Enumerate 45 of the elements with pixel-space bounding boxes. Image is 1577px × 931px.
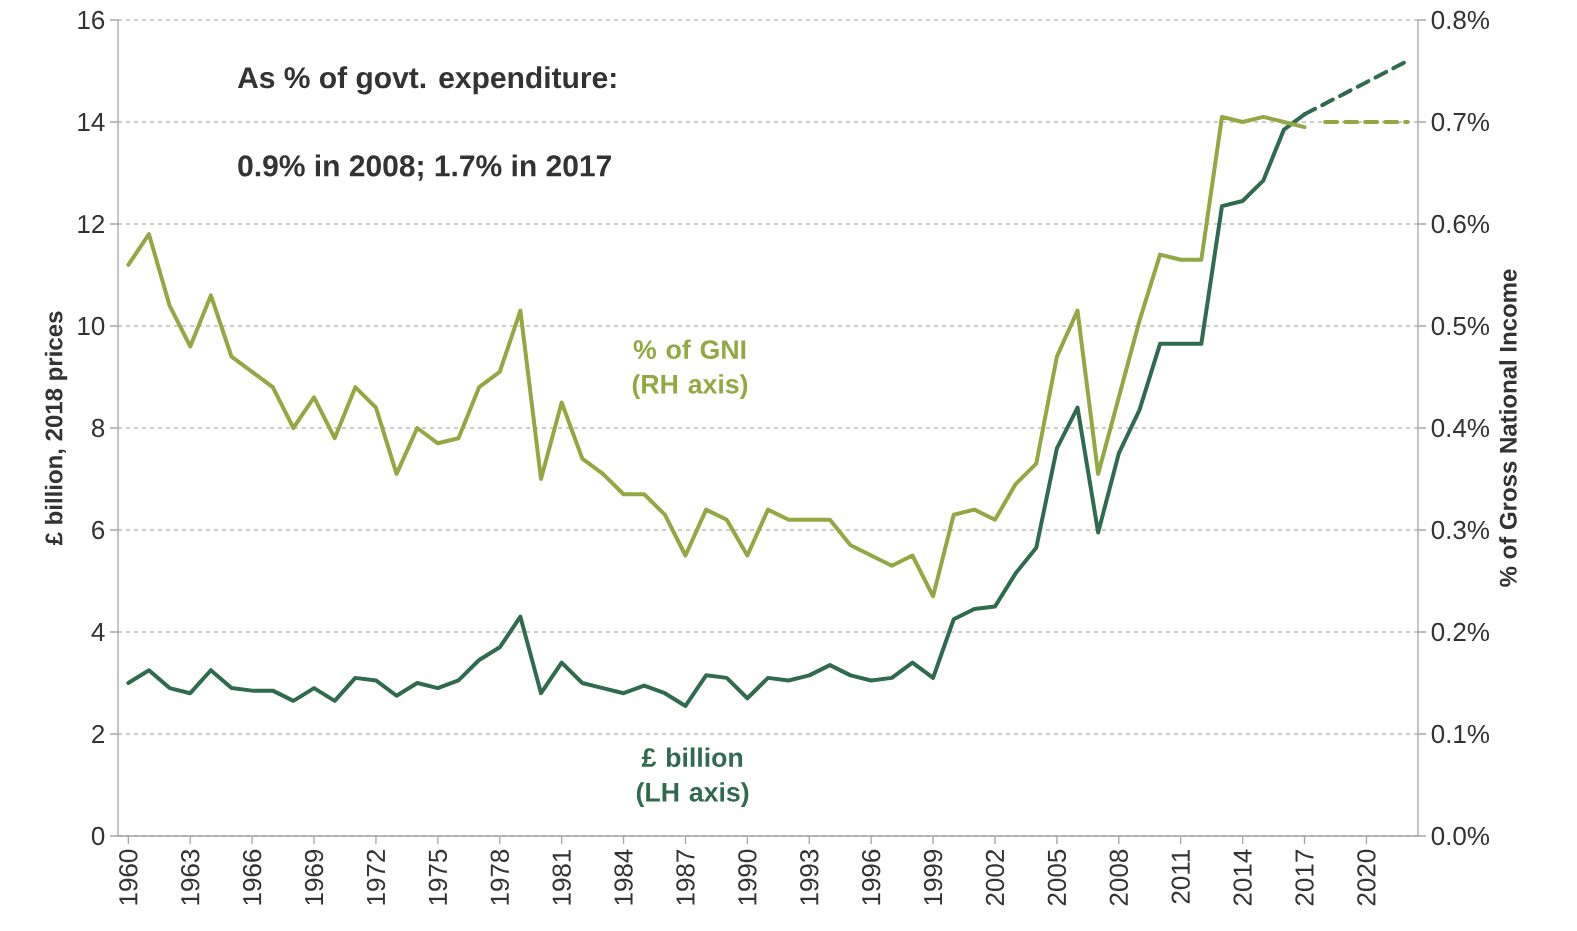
x-tick-label: 2002 [985, 850, 1005, 906]
y-tick-label: 12 [78, 214, 104, 234]
x-tick-label: 1978 [490, 849, 509, 905]
annotation: As % of govt. expenditure: [237, 66, 616, 95]
x-tick-label: 2011 [1171, 849, 1190, 904]
x-tick-label: 1990 [738, 849, 757, 905]
x-tick-label: 1975 [428, 849, 448, 905]
x-tick-label: 1999 [923, 849, 943, 905]
x-tick-label: 2020 [1357, 849, 1376, 906]
y-tick-label: 16 [78, 10, 105, 30]
y2-tick-label: 0.0% [1431, 826, 1490, 846]
x-tick-label: 1960 [119, 849, 138, 905]
y-tick-label: 14 [78, 113, 105, 131]
y-tick-label: 8 [91, 418, 105, 438]
x-tick-label: 1963 [181, 849, 200, 905]
y2-tick-label: 0.1% [1431, 724, 1490, 744]
series-label: £ billion (LH axis) [636, 747, 749, 807]
y-tick-label: 10 [78, 316, 105, 336]
y-tick-label: 4 [91, 623, 105, 641]
y-tick-label: 2 [92, 724, 104, 744]
y-tick-label: 0 [91, 826, 105, 846]
y2-axis-title: % of Gross National Income [1499, 269, 1517, 587]
x-tick-label: 2008 [1109, 849, 1128, 906]
y2-tick-label: 0.3% [1431, 520, 1490, 540]
y-axis-title: £ billion, 2018 prices [44, 311, 68, 546]
annotation: 0.9% in 2008; 1.7% in 2017 [238, 154, 611, 181]
y2-tick-label: 0.2% [1431, 622, 1490, 642]
y2-tick-label: 0.8% [1431, 10, 1490, 30]
x-tick-label: 1969 [304, 849, 324, 905]
x-tick-label: 2005 [1047, 849, 1067, 906]
x-tick-label: 1996 [861, 849, 881, 905]
y2-tick-label: 0.4% [1431, 418, 1490, 438]
x-tick-label: 1987 [676, 850, 695, 905]
x-tick-label: 1984 [614, 849, 633, 905]
y2-tick-label: 0.7% [1431, 112, 1490, 132]
x-tick-label: 2017 [1295, 850, 1314, 906]
y-tick-label: 6 [92, 520, 105, 540]
x-tick-label: 1981 [552, 849, 571, 905]
y2-tick-label: 0.5% [1431, 316, 1490, 336]
y2-tick-label: 0.6% [1431, 214, 1490, 234]
x-tick-label: 1972 [366, 850, 386, 905]
x-tick-label: 1966 [242, 849, 262, 905]
x-tick-label: 1993 [800, 849, 819, 905]
text: % of GNI (RH axis) [632, 339, 748, 399]
x-tick-label: 2014 [1233, 849, 1252, 906]
